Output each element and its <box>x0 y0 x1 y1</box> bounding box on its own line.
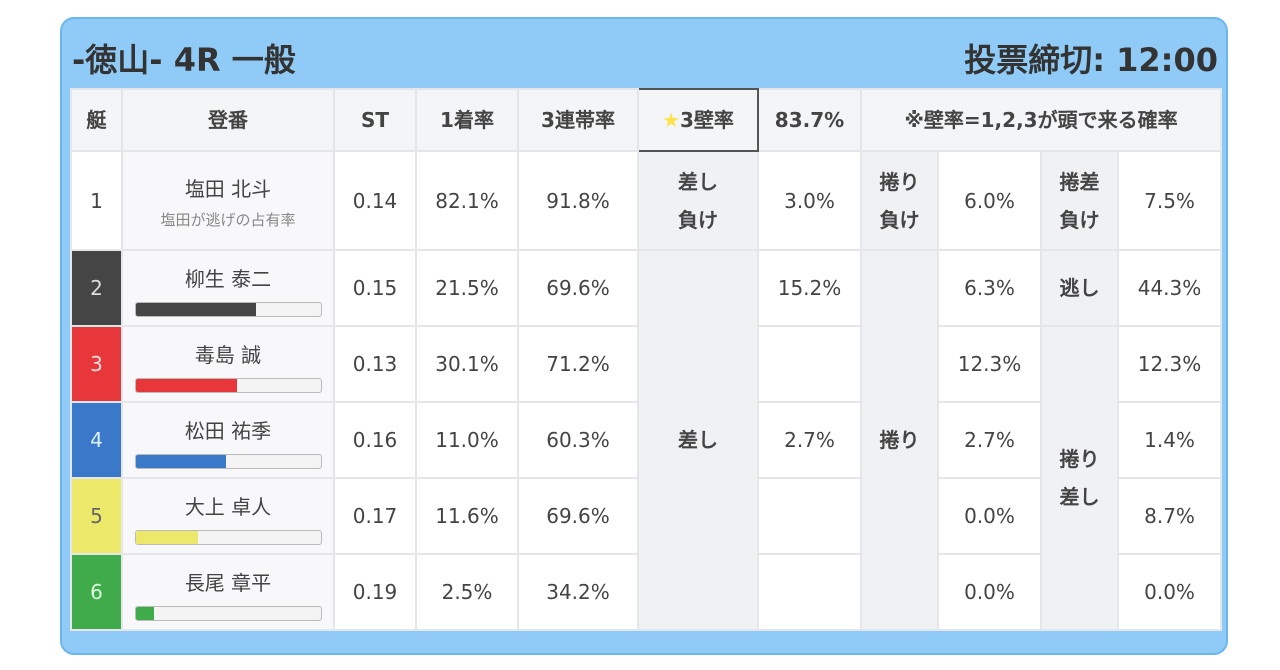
start-timing: 0.13 <box>333 325 417 403</box>
column-header: ST <box>333 88 417 152</box>
boat-number: 5 <box>70 477 123 555</box>
race-row: 6 長尾 章平 0.19 2.5% 34.2% 0.0% 0.0% <box>70 553 1223 631</box>
right-value: 0.0% <box>1116 553 1223 631</box>
racer-cell: 柳生 泰二 <box>121 249 335 327</box>
race-row: 1 塩田 北斗 塩田が逃げの占有率 0.14 82.1% 91.8% 差し 負け 3.0% 捲り… <box>70 150 1223 251</box>
race-title: -徳山- 4R 一般 <box>72 41 296 79</box>
makuri-value: 2.7% <box>937 401 1042 479</box>
sashi-value: 15.2% <box>757 249 862 327</box>
top3-rate: 34.2% <box>517 553 639 631</box>
bar-fill <box>135 378 238 392</box>
bar-track <box>134 605 322 621</box>
win-rate: 11.6% <box>415 477 519 555</box>
column-header: 1着率 <box>415 88 519 152</box>
race-row: 3 毒島 誠 0.13 30.1% 71.2% 12.3% 捲り 差し 12.3% <box>70 325 1223 631</box>
win-rate: 11.0% <box>415 401 519 479</box>
bar-fill <box>135 530 199 544</box>
start-timing: 0.14 <box>333 150 417 251</box>
nige-label: 逃し <box>1040 249 1119 327</box>
makuri-value: 6.3% <box>937 249 1042 327</box>
bar-track <box>134 301 322 317</box>
racer-note: 塩田が逃げの占有率 <box>160 210 296 229</box>
deadline: 投票締切: 12:00 <box>964 41 1218 79</box>
kimarite-value: 6.0% <box>937 150 1042 251</box>
bar-fill <box>135 302 256 316</box>
makuri-value: 12.3% <box>937 325 1042 403</box>
win-rate: 82.1% <box>415 150 519 251</box>
makuri-value: 0.0% <box>937 553 1042 631</box>
right-value: 44.3% <box>1116 249 1223 327</box>
makuri-value: 0.0% <box>937 477 1042 555</box>
racer-name: 毒島 誠 <box>194 342 262 367</box>
race-panel: -徳山- 4R 一般 投票締切: 12:00 艇登番 ST 1着率 3連帯率 ★3壁率 8… <box>60 17 1228 655</box>
right-value: 1.4% <box>1116 401 1223 479</box>
start-timing: 0.16 <box>333 401 417 479</box>
boat-number: 6 <box>70 553 123 631</box>
racer-name: 柳生 泰二 <box>184 266 272 291</box>
racer-name: 松田 祐季 <box>184 418 272 443</box>
kimarite-label: 差し 負け <box>637 150 759 251</box>
racer-name: 塩田 北斗 <box>184 176 272 201</box>
bar-track <box>134 529 322 545</box>
sashi-value <box>757 477 862 555</box>
wall-rate-label: 3壁率 <box>680 108 734 132</box>
racer-name: 大上 卓人 <box>184 494 272 519</box>
top3-rate: 60.3% <box>517 401 639 479</box>
racer-cell: 長尾 章平 <box>121 553 335 631</box>
sashi-value: 2.7% <box>757 401 862 479</box>
sashi-value <box>757 325 862 403</box>
win-rate: 2.5% <box>415 553 519 631</box>
kimarite-label: 捲差 負け <box>1040 150 1119 251</box>
wall-rate-header: ★3壁率 <box>637 88 759 152</box>
racer-cell: 大上 卓人 <box>121 477 335 555</box>
racer-cell: 毒島 誠 <box>121 325 335 403</box>
start-timing: 0.15 <box>333 249 417 327</box>
racer-cell: 松田 祐季 <box>121 401 335 479</box>
header-row: 艇登番 ST 1着率 3連帯率 ★3壁率 83.7% ※壁率=1,2,3が頭で来る確率 <box>70 88 1223 152</box>
sashi-label: 差し <box>637 249 759 631</box>
boat-number: 1 <box>70 150 123 251</box>
top3-rate: 71.2% <box>517 325 639 403</box>
win-rate: 30.1% <box>415 325 519 403</box>
race-row: 4 松田 祐季 0.16 11.0% 60.3% 2.7% 2.7% 1.4% <box>70 401 1223 479</box>
racer-name: 長尾 章平 <box>184 570 272 595</box>
makurizashi-label: 捲り 差し <box>1040 325 1119 631</box>
top3-rate: 69.6% <box>517 249 639 327</box>
bar-track <box>134 453 322 469</box>
boat-number: 3 <box>70 325 123 403</box>
race-row: 5 大上 卓人 0.17 11.6% 69.6% 0.0% 8.7% <box>70 477 1223 555</box>
win-rate: 21.5% <box>415 249 519 327</box>
kimarite-label: 捲り 負け <box>860 150 939 251</box>
start-timing: 0.19 <box>333 553 417 631</box>
wall-rate-note: ※壁率=1,2,3が頭で来る確率 <box>859 88 1223 152</box>
wall-rate-value: 83.7% <box>757 88 862 152</box>
right-value: 8.7% <box>1116 477 1223 555</box>
bar-track <box>134 377 322 393</box>
kimarite-value: 3.0% <box>757 150 862 251</box>
star-icon: ★ <box>662 108 680 132</box>
start-timing: 0.17 <box>333 477 417 555</box>
boat-number: 4 <box>70 401 123 479</box>
race-row: 2 柳生 泰二 0.15 21.5% 69.6% 差し 15.2% 捲り 6.3% 逃し 44.3% <box>70 249 1223 631</box>
column-header: 登番 <box>121 88 335 152</box>
right-value: 12.3% <box>1116 325 1223 403</box>
column-header: 3連帯率 <box>517 88 639 152</box>
race-table: 艇登番 ST 1着率 3連帯率 ★3壁率 83.7% ※壁率=1,2,3が頭で来る確率 1 塩田… <box>70 88 1223 631</box>
bar-fill <box>135 454 227 468</box>
kimarite-value: 7.5% <box>1116 150 1223 251</box>
top3-rate: 91.8% <box>517 150 639 251</box>
boat-number: 2 <box>70 249 123 327</box>
column-header: 艇 <box>70 88 123 152</box>
sashi-value <box>757 553 862 631</box>
racer-cell: 塩田 北斗塩田が逃げの占有率 <box>121 150 335 251</box>
makuri-label: 捲り <box>860 249 939 631</box>
top3-rate: 69.6% <box>517 477 639 555</box>
bar-fill <box>135 606 154 620</box>
